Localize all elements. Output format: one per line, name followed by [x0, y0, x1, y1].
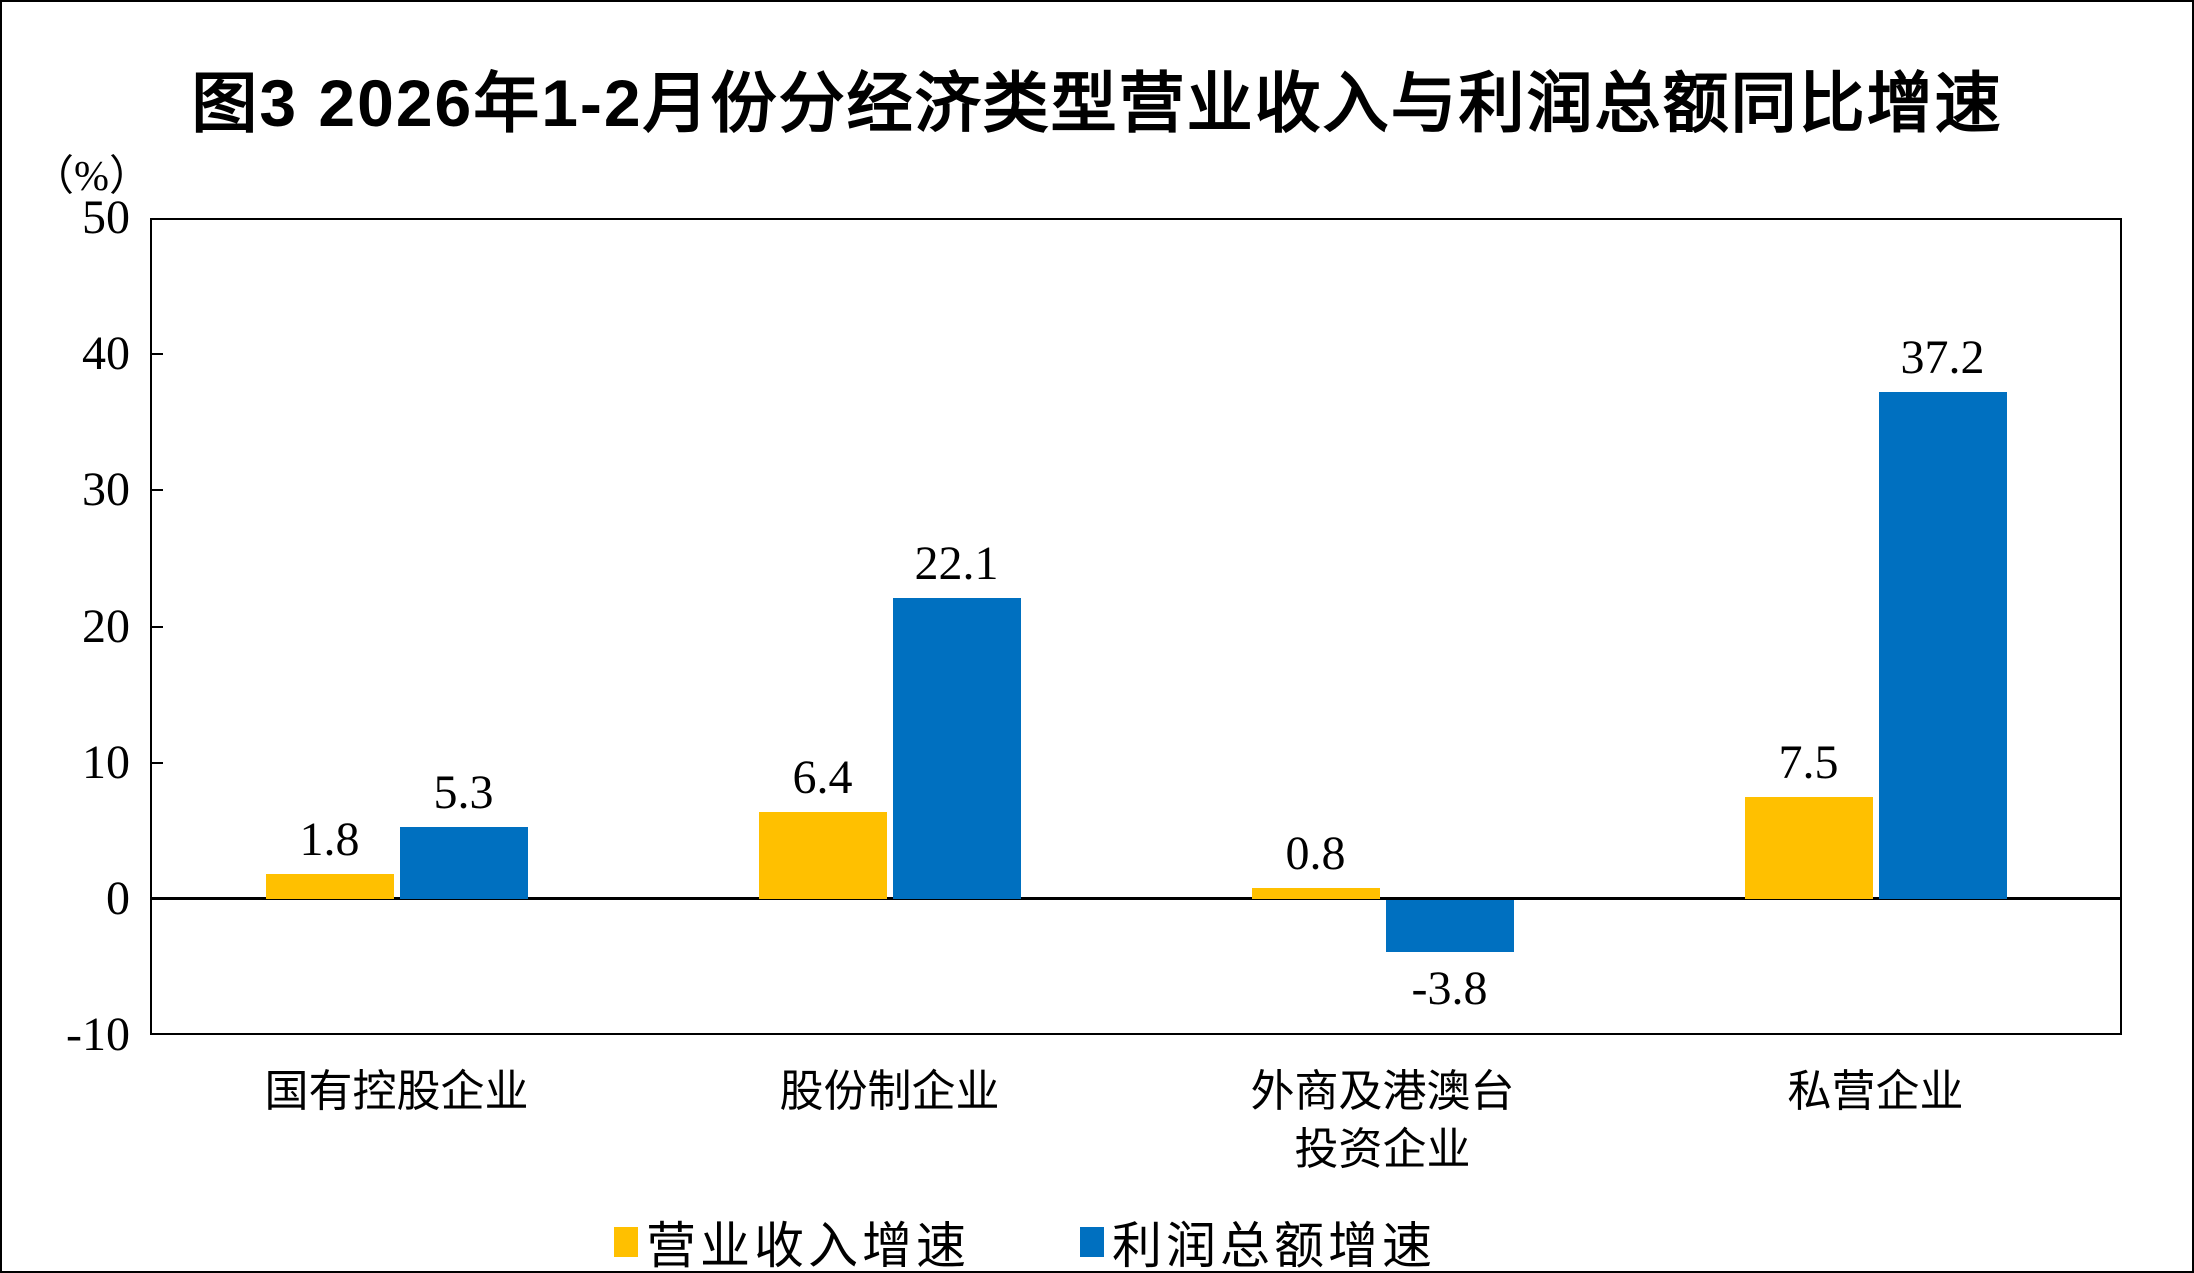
y-axis-tick-label: 10 — [82, 735, 130, 789]
bar-value-label: 5.3 — [433, 765, 494, 819]
bar-revenue — [758, 811, 887, 899]
x-axis-category-label: 股份制企业 — [779, 1067, 1000, 1116]
x-axis-category-label: 私营企业 — [1787, 1067, 1964, 1116]
legend-label: 营业收入增速 — [646, 1218, 970, 1273]
y-axis-tick-label: 50 — [82, 191, 130, 244]
y-axis-tick-label: 40 — [82, 327, 130, 381]
bar-profit — [1878, 392, 2007, 899]
plot-area — [150, 218, 2122, 1035]
y-axis-tick-label: 30 — [82, 463, 130, 517]
legend-item-profit: 利润总额增速 — [1080, 1206, 1436, 1273]
x-axis-category-label: 外商及港澳台 投资企业 — [1250, 1067, 1515, 1174]
y-axis-tick — [150, 353, 163, 356]
bar-value-label: 7.5 — [1778, 735, 1839, 789]
bar-value-label: 0.8 — [1285, 826, 1346, 880]
x-axis-category-label: 国有控股企业 — [264, 1067, 529, 1116]
y-axis-tick — [150, 625, 163, 628]
legend-label: 利润总额增速 — [1112, 1218, 1436, 1273]
bar-value-label: 22.1 — [914, 536, 999, 590]
y-axis-tick-label: -10 — [66, 1008, 130, 1061]
chart-title: 图3 2026年1-2月份分经济类型营业收入与利润总额同比增速 — [191, 66, 2003, 140]
bar-profit — [399, 826, 528, 899]
y-axis-unit-label: （%） — [32, 154, 151, 200]
y-axis-tick — [150, 761, 163, 764]
bar-value-label: 1.8 — [299, 813, 360, 867]
bar-value-label: 37.2 — [1900, 331, 1985, 385]
bar-revenue — [1251, 887, 1380, 899]
legend-item-revenue: 营业收入增速 — [614, 1206, 970, 1273]
bar-value-label: -3.8 — [1411, 961, 1488, 1015]
bar-profit — [892, 597, 1021, 899]
bar-profit — [1385, 900, 1514, 953]
chart-legend: 营业收入增速 利润总额增速 — [614, 1206, 1436, 1273]
zero-gridline — [150, 897, 2122, 901]
bar-revenue — [265, 874, 394, 899]
bar-value-label: 6.4 — [792, 750, 853, 804]
bar-revenue — [1744, 796, 1873, 899]
legend-swatch-icon — [1080, 1227, 1104, 1257]
y-axis-tick-label: 0 — [106, 871, 130, 925]
y-axis-tick — [150, 489, 163, 492]
y-axis-tick-label: 20 — [82, 599, 130, 653]
legend-swatch-icon — [614, 1227, 638, 1257]
